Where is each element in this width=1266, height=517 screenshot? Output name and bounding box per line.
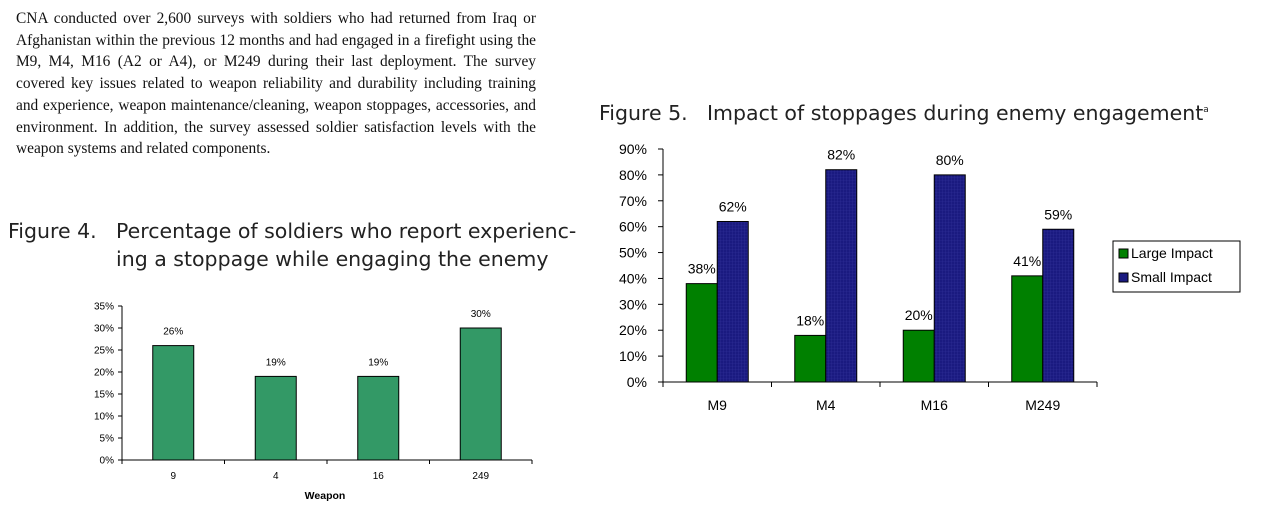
bar: [685, 283, 718, 383]
data-label: 80%: [936, 152, 964, 168]
y-tick-label: 30%: [94, 324, 114, 335]
data-label: 26%: [163, 327, 183, 338]
figure4-title-line2: ing a stoppage while engaging the enemy: [116, 247, 549, 271]
y-tick-label: 60%: [619, 219, 647, 235]
x-axis-title: Weapon: [305, 490, 346, 502]
data-label: 18%: [796, 312, 824, 328]
x-tick-label: M9: [708, 397, 728, 413]
bar: [933, 174, 966, 383]
x-tick-label: M16: [921, 397, 948, 413]
y-tick-label: 40%: [619, 270, 647, 286]
legend-box: [1112, 240, 1241, 293]
legend-label: Large Impact: [1131, 245, 1213, 261]
y-tick-label: 20%: [94, 368, 114, 379]
y-tick-label: 90%: [619, 141, 647, 157]
bar: [254, 375, 297, 461]
bar: [902, 329, 935, 383]
bar: [459, 327, 502, 461]
data-label: 20%: [905, 307, 933, 323]
y-tick-label: 70%: [619, 193, 647, 209]
figure4-title-line1: Percentage of soldiers who report experi…: [116, 219, 577, 243]
data-label: 30%: [471, 309, 491, 320]
x-tick-label: M4: [816, 397, 836, 413]
figure5-title: Impact of stoppages during enemy engagem…: [707, 100, 1204, 125]
y-tick-label: 0%: [627, 374, 647, 390]
y-tick-label: 80%: [619, 167, 647, 183]
data-label: 41%: [1013, 253, 1041, 269]
figure4-number: Figure 4.: [8, 219, 97, 243]
bar: [152, 345, 195, 461]
bar: [825, 169, 858, 383]
figure5-footnote-mark: a: [1203, 105, 1209, 115]
y-tick-label: 10%: [619, 348, 647, 364]
data-label: 19%: [368, 357, 388, 368]
figure4-caption: Figure 4. Percentage of soldiers who repo…: [8, 217, 576, 273]
x-tick-label: 4: [273, 471, 279, 482]
y-tick-label: 0%: [100, 456, 115, 467]
bar: [1042, 228, 1075, 383]
y-tick-label: 50%: [619, 245, 647, 261]
figure5-caption: Figure 5. Impact of stoppages during enem…: [599, 96, 1209, 127]
y-tick-label: 30%: [619, 296, 647, 312]
data-label: 59%: [1044, 206, 1072, 222]
data-label: 38%: [688, 261, 716, 277]
bar: [716, 220, 749, 383]
figure5-number: Figure 5.: [599, 100, 688, 125]
legend-swatch: [1118, 272, 1129, 283]
data-label: 62%: [719, 198, 747, 214]
y-tick-label: 10%: [94, 412, 114, 423]
bar: [357, 375, 400, 461]
x-tick-label: 249: [472, 471, 489, 482]
legend-label: Small Impact: [1131, 269, 1212, 285]
y-tick-label: 15%: [94, 390, 114, 401]
bar: [794, 334, 827, 383]
y-tick-label: 25%: [94, 346, 114, 357]
legend-swatch: [1118, 248, 1129, 259]
bar: [1011, 275, 1044, 383]
y-tick-label: 35%: [94, 302, 114, 313]
data-label: 82%: [827, 147, 855, 163]
y-tick-label: 5%: [100, 434, 115, 445]
y-tick-label: 20%: [619, 322, 647, 338]
x-tick-label: 16: [373, 471, 385, 482]
x-tick-label: 9: [170, 471, 176, 482]
x-tick-label: M249: [1025, 397, 1060, 413]
survey-description-paragraph: CNA conducted over 2,600 surveys with so…: [16, 10, 536, 158]
data-label: 19%: [266, 357, 286, 368]
